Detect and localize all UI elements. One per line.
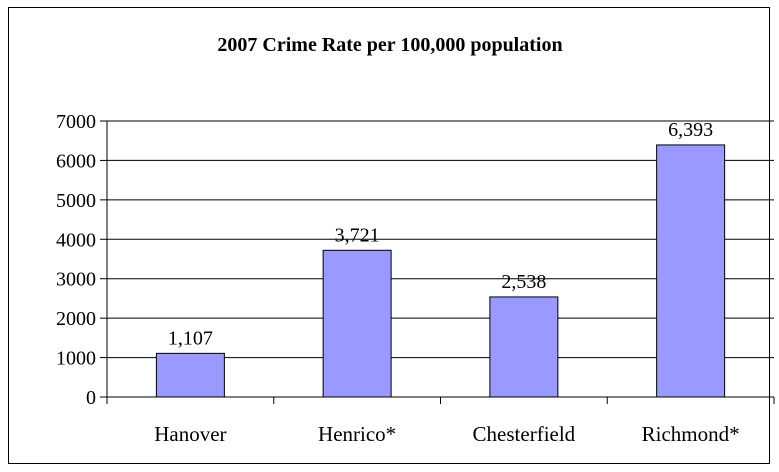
y-tick-label: 6000 xyxy=(56,150,96,172)
labels: 0 1000 2000 3000 4000 5000 6000 7000 1,107 Hanove… xyxy=(56,111,740,446)
data-label: 3,721 xyxy=(335,224,380,246)
y-tick-label: 4000 xyxy=(56,229,96,251)
bar-hanover xyxy=(155,352,225,398)
bars xyxy=(155,144,726,398)
x-tick-label: Henrico* xyxy=(318,422,396,446)
x-tick-label: Chesterfield xyxy=(473,422,576,446)
data-label: 1,107 xyxy=(168,327,213,349)
y-tick-label: 5000 xyxy=(56,190,96,212)
x-tick-label: Richmond* xyxy=(642,422,740,446)
data-label: 6,393 xyxy=(668,119,713,141)
y-tick-label: 0 xyxy=(86,387,96,409)
y-tick-label: 7000 xyxy=(56,111,96,133)
y-tick-label: 1000 xyxy=(56,348,96,370)
x-tick-label: Hanover xyxy=(154,422,226,446)
data-label: 2,538 xyxy=(501,271,546,293)
axes xyxy=(100,120,775,404)
y-tick-label: 3000 xyxy=(56,269,96,291)
bar-richmond xyxy=(656,144,726,398)
bar-henrico xyxy=(322,249,392,398)
bar-chesterfield xyxy=(489,296,559,398)
y-tick-label: 2000 xyxy=(56,308,96,330)
chart-title: 2007 Crime Rate per 100,000 population xyxy=(217,34,562,56)
